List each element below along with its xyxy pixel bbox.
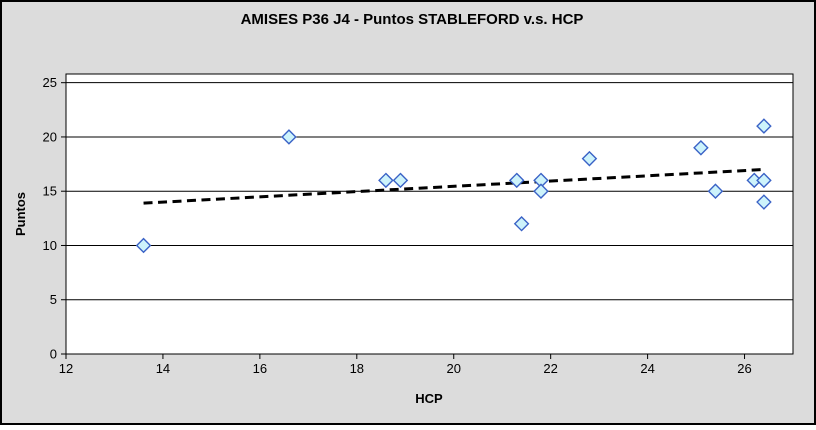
gridlines-layer xyxy=(66,82,793,301)
data-point-marker xyxy=(756,172,772,189)
x-axis-title: HCP xyxy=(415,391,443,406)
data-point-marker xyxy=(756,118,772,134)
data-point-marker xyxy=(392,172,409,189)
data-point-marker xyxy=(135,237,152,254)
data-point-marker xyxy=(533,183,549,199)
x-tick-label: 20 xyxy=(446,361,460,376)
ticks-layer xyxy=(61,82,746,359)
data-point-marker xyxy=(581,150,598,167)
trendline xyxy=(143,168,765,205)
tick-labels-layer: 0 5 10 15 20 25 12 14 16 18 20 22 24 26 xyxy=(43,75,752,376)
data-points-layer xyxy=(135,118,772,254)
y-tick-label: 15 xyxy=(43,184,57,199)
x-tick-label: 12 xyxy=(59,361,73,376)
data-point-marker xyxy=(378,172,394,189)
y-tick-label: 20 xyxy=(43,129,57,144)
plot-area xyxy=(66,74,793,354)
chart-title: AMISES P36 J4 - Puntos STABLEFORD v.s. H… xyxy=(241,11,584,28)
y-tick-label: 10 xyxy=(43,238,57,253)
y-tick-label: 5 xyxy=(50,292,57,307)
data-point-marker xyxy=(508,172,525,189)
y-tick-label: 25 xyxy=(43,75,57,90)
data-point-marker xyxy=(756,194,772,210)
data-point-marker xyxy=(707,183,724,199)
x-tick-label: 14 xyxy=(156,361,170,376)
x-tick-label: 16 xyxy=(253,361,267,376)
y-axis-title: Puntos xyxy=(13,192,28,236)
trendline-layer xyxy=(143,168,765,205)
data-point-marker xyxy=(693,140,709,156)
x-tick-label: 26 xyxy=(737,361,751,376)
x-tick-label: 24 xyxy=(640,361,654,376)
data-point-marker xyxy=(281,129,297,145)
x-tick-label: 22 xyxy=(543,361,557,376)
y-tick-label: 0 xyxy=(50,347,57,362)
plot-border xyxy=(65,73,794,355)
data-point-marker xyxy=(513,215,530,232)
x-tick-label: 18 xyxy=(350,361,364,376)
